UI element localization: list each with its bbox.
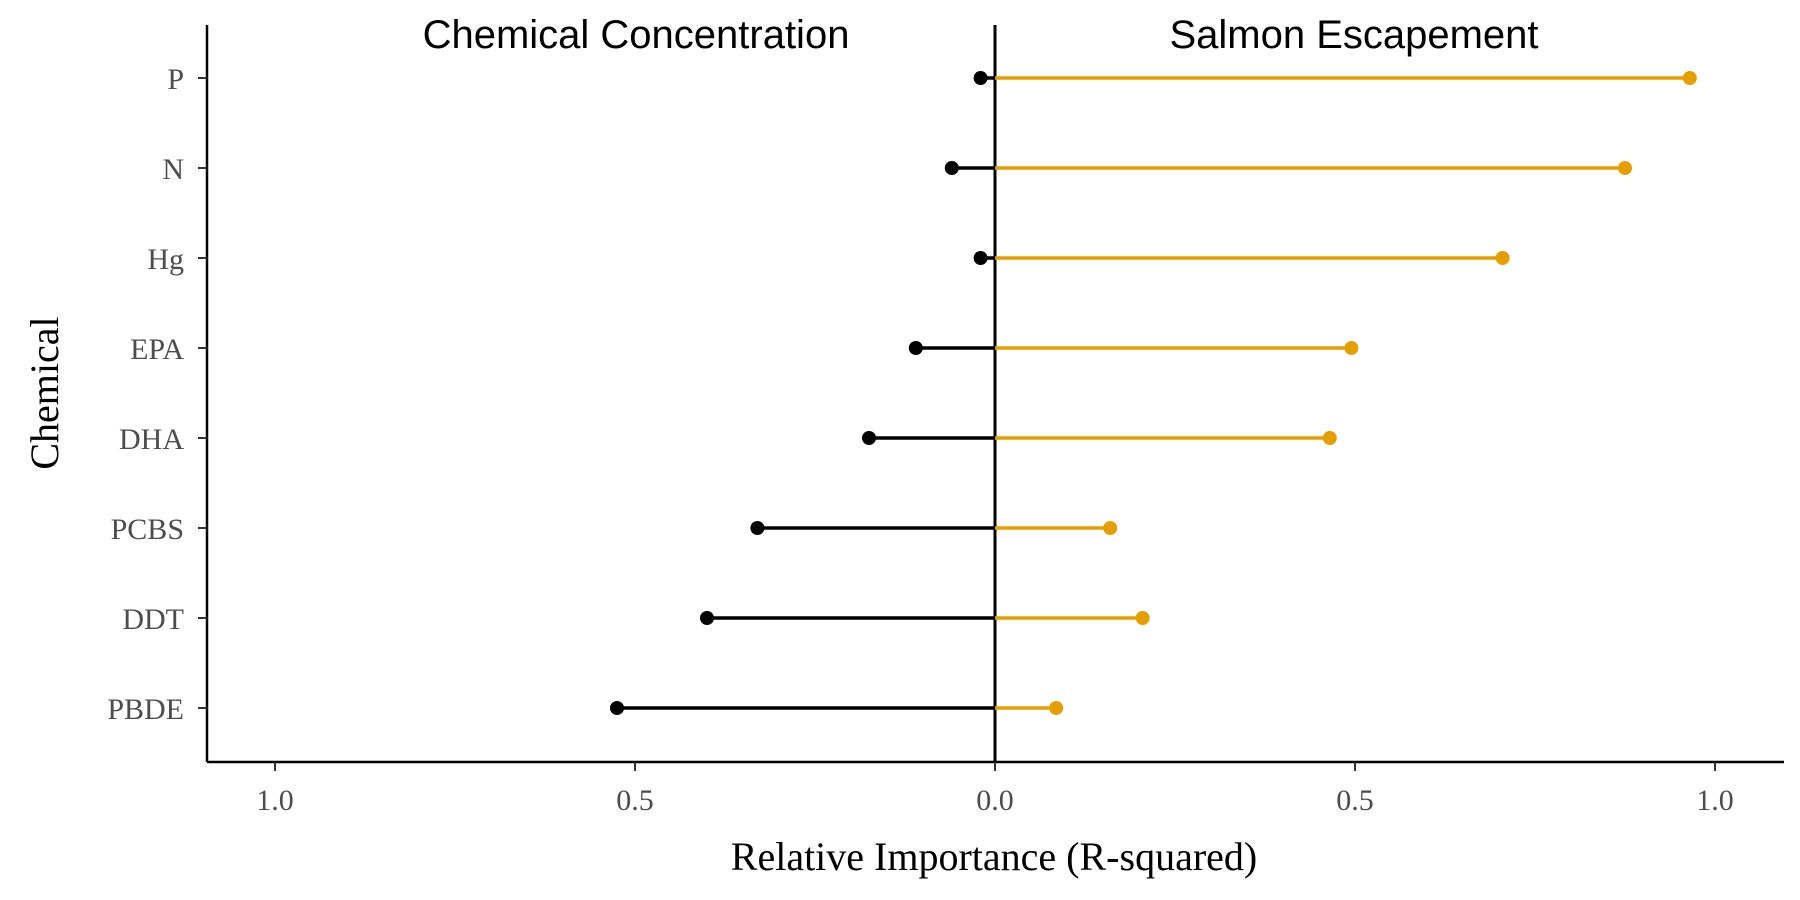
x-tick-label: 0.5: [616, 784, 654, 817]
right-panel-title: Salmon Escapement: [1169, 13, 1538, 57]
y-tick-label-p: P: [167, 63, 184, 96]
y-ticks: P N Hg EPA DHA PCBS DDT PBDE: [107, 63, 207, 726]
point-hg: [1495, 251, 1510, 265]
x-tick-label: 1.0: [1696, 784, 1734, 817]
y-tick-label-dha: DHA: [119, 423, 184, 456]
x-tick-label: 1.0: [256, 784, 294, 817]
y-tick-label-pcbs: PCBS: [111, 513, 184, 546]
x-ticks: 1.0 0.5 0.0 0.5 1.0: [256, 762, 1734, 817]
x-tick-label: 0.0: [976, 784, 1014, 817]
y-axis-title: Chemical: [22, 316, 67, 469]
series-chemical-concentration: [610, 71, 995, 715]
point-hg: [973, 251, 988, 265]
point-n: [944, 161, 959, 175]
y-tick-label-pbde: PBDE: [107, 693, 184, 726]
series-salmon-escapement: [995, 71, 1697, 715]
point-pcbs: [750, 521, 765, 535]
point-epa: [1344, 341, 1359, 355]
y-tick-label-ddt: DDT: [122, 603, 184, 636]
x-axis-title: Relative Importance (R-squared): [731, 834, 1257, 879]
y-tick-label-n: N: [162, 153, 184, 186]
axes: [205, 25, 1784, 764]
left-panel-title: Chemical Concentration: [423, 13, 850, 57]
point-pbde: [610, 701, 624, 715]
point-dha: [862, 431, 876, 445]
data-marks: [610, 71, 1697, 715]
point-n: [1618, 161, 1632, 175]
point-ddt: [1135, 611, 1150, 625]
y-tick-label-hg: Hg: [147, 243, 184, 276]
y-tick-label-epa: EPA: [130, 333, 184, 366]
point-pcbs: [1103, 521, 1118, 535]
point-p: [1682, 71, 1697, 85]
point-ddt: [700, 611, 714, 625]
point-pbde: [1049, 701, 1064, 715]
point-epa: [908, 341, 923, 355]
point-dha: [1322, 431, 1337, 445]
x-tick-label: 0.5: [1336, 784, 1374, 817]
point-p: [973, 71, 988, 85]
